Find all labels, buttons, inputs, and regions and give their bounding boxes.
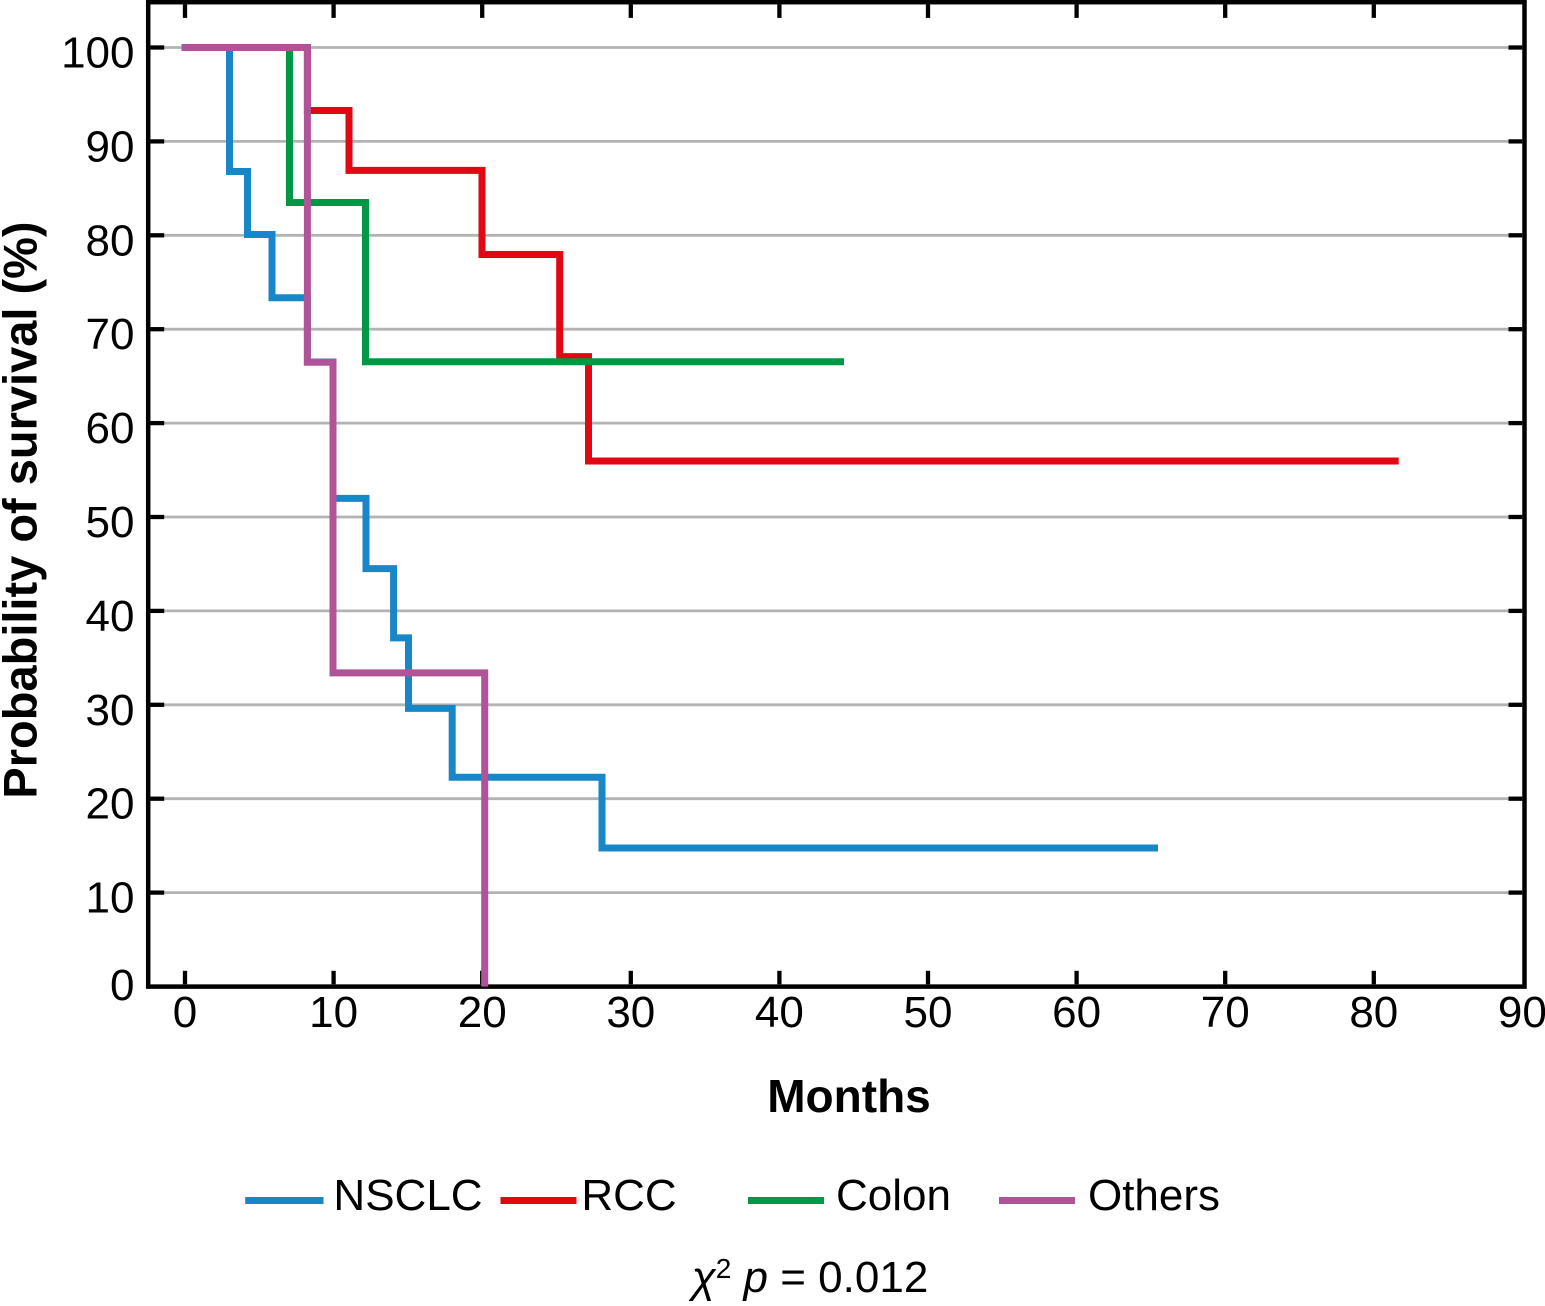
svg-text:80: 80: [1349, 988, 1398, 1037]
svg-text:Others: Others: [1088, 1171, 1220, 1220]
svg-text:60: 60: [1052, 988, 1101, 1037]
svg-text:10: 10: [86, 874, 135, 923]
svg-text:90: 90: [1498, 988, 1545, 1037]
svg-text:60: 60: [86, 404, 135, 453]
svg-text:70: 70: [86, 310, 135, 359]
svg-text:40: 40: [755, 988, 804, 1037]
svg-text:Probability of survival (%): Probability of survival (%): [0, 221, 47, 798]
svg-text:NSCLC: NSCLC: [333, 1171, 482, 1220]
svg-text:80: 80: [86, 216, 135, 265]
svg-text:100: 100: [61, 29, 134, 78]
svg-text:10: 10: [309, 988, 358, 1037]
svg-text:Months: Months: [767, 1070, 931, 1122]
svg-text:90: 90: [86, 122, 135, 171]
svg-text:40: 40: [86, 592, 135, 641]
svg-text:20: 20: [86, 780, 135, 829]
svg-text:50: 50: [904, 988, 953, 1037]
svg-text:RCC: RCC: [581, 1171, 676, 1220]
svg-text:0: 0: [173, 988, 197, 1037]
svg-text:30: 30: [86, 686, 135, 735]
svg-text:50: 50: [86, 498, 135, 547]
svg-text:30: 30: [606, 988, 655, 1037]
svg-text:0: 0: [110, 961, 134, 1010]
svg-text:Colon: Colon: [836, 1171, 951, 1220]
svg-text:70: 70: [1201, 988, 1250, 1037]
svg-text:20: 20: [458, 988, 507, 1037]
